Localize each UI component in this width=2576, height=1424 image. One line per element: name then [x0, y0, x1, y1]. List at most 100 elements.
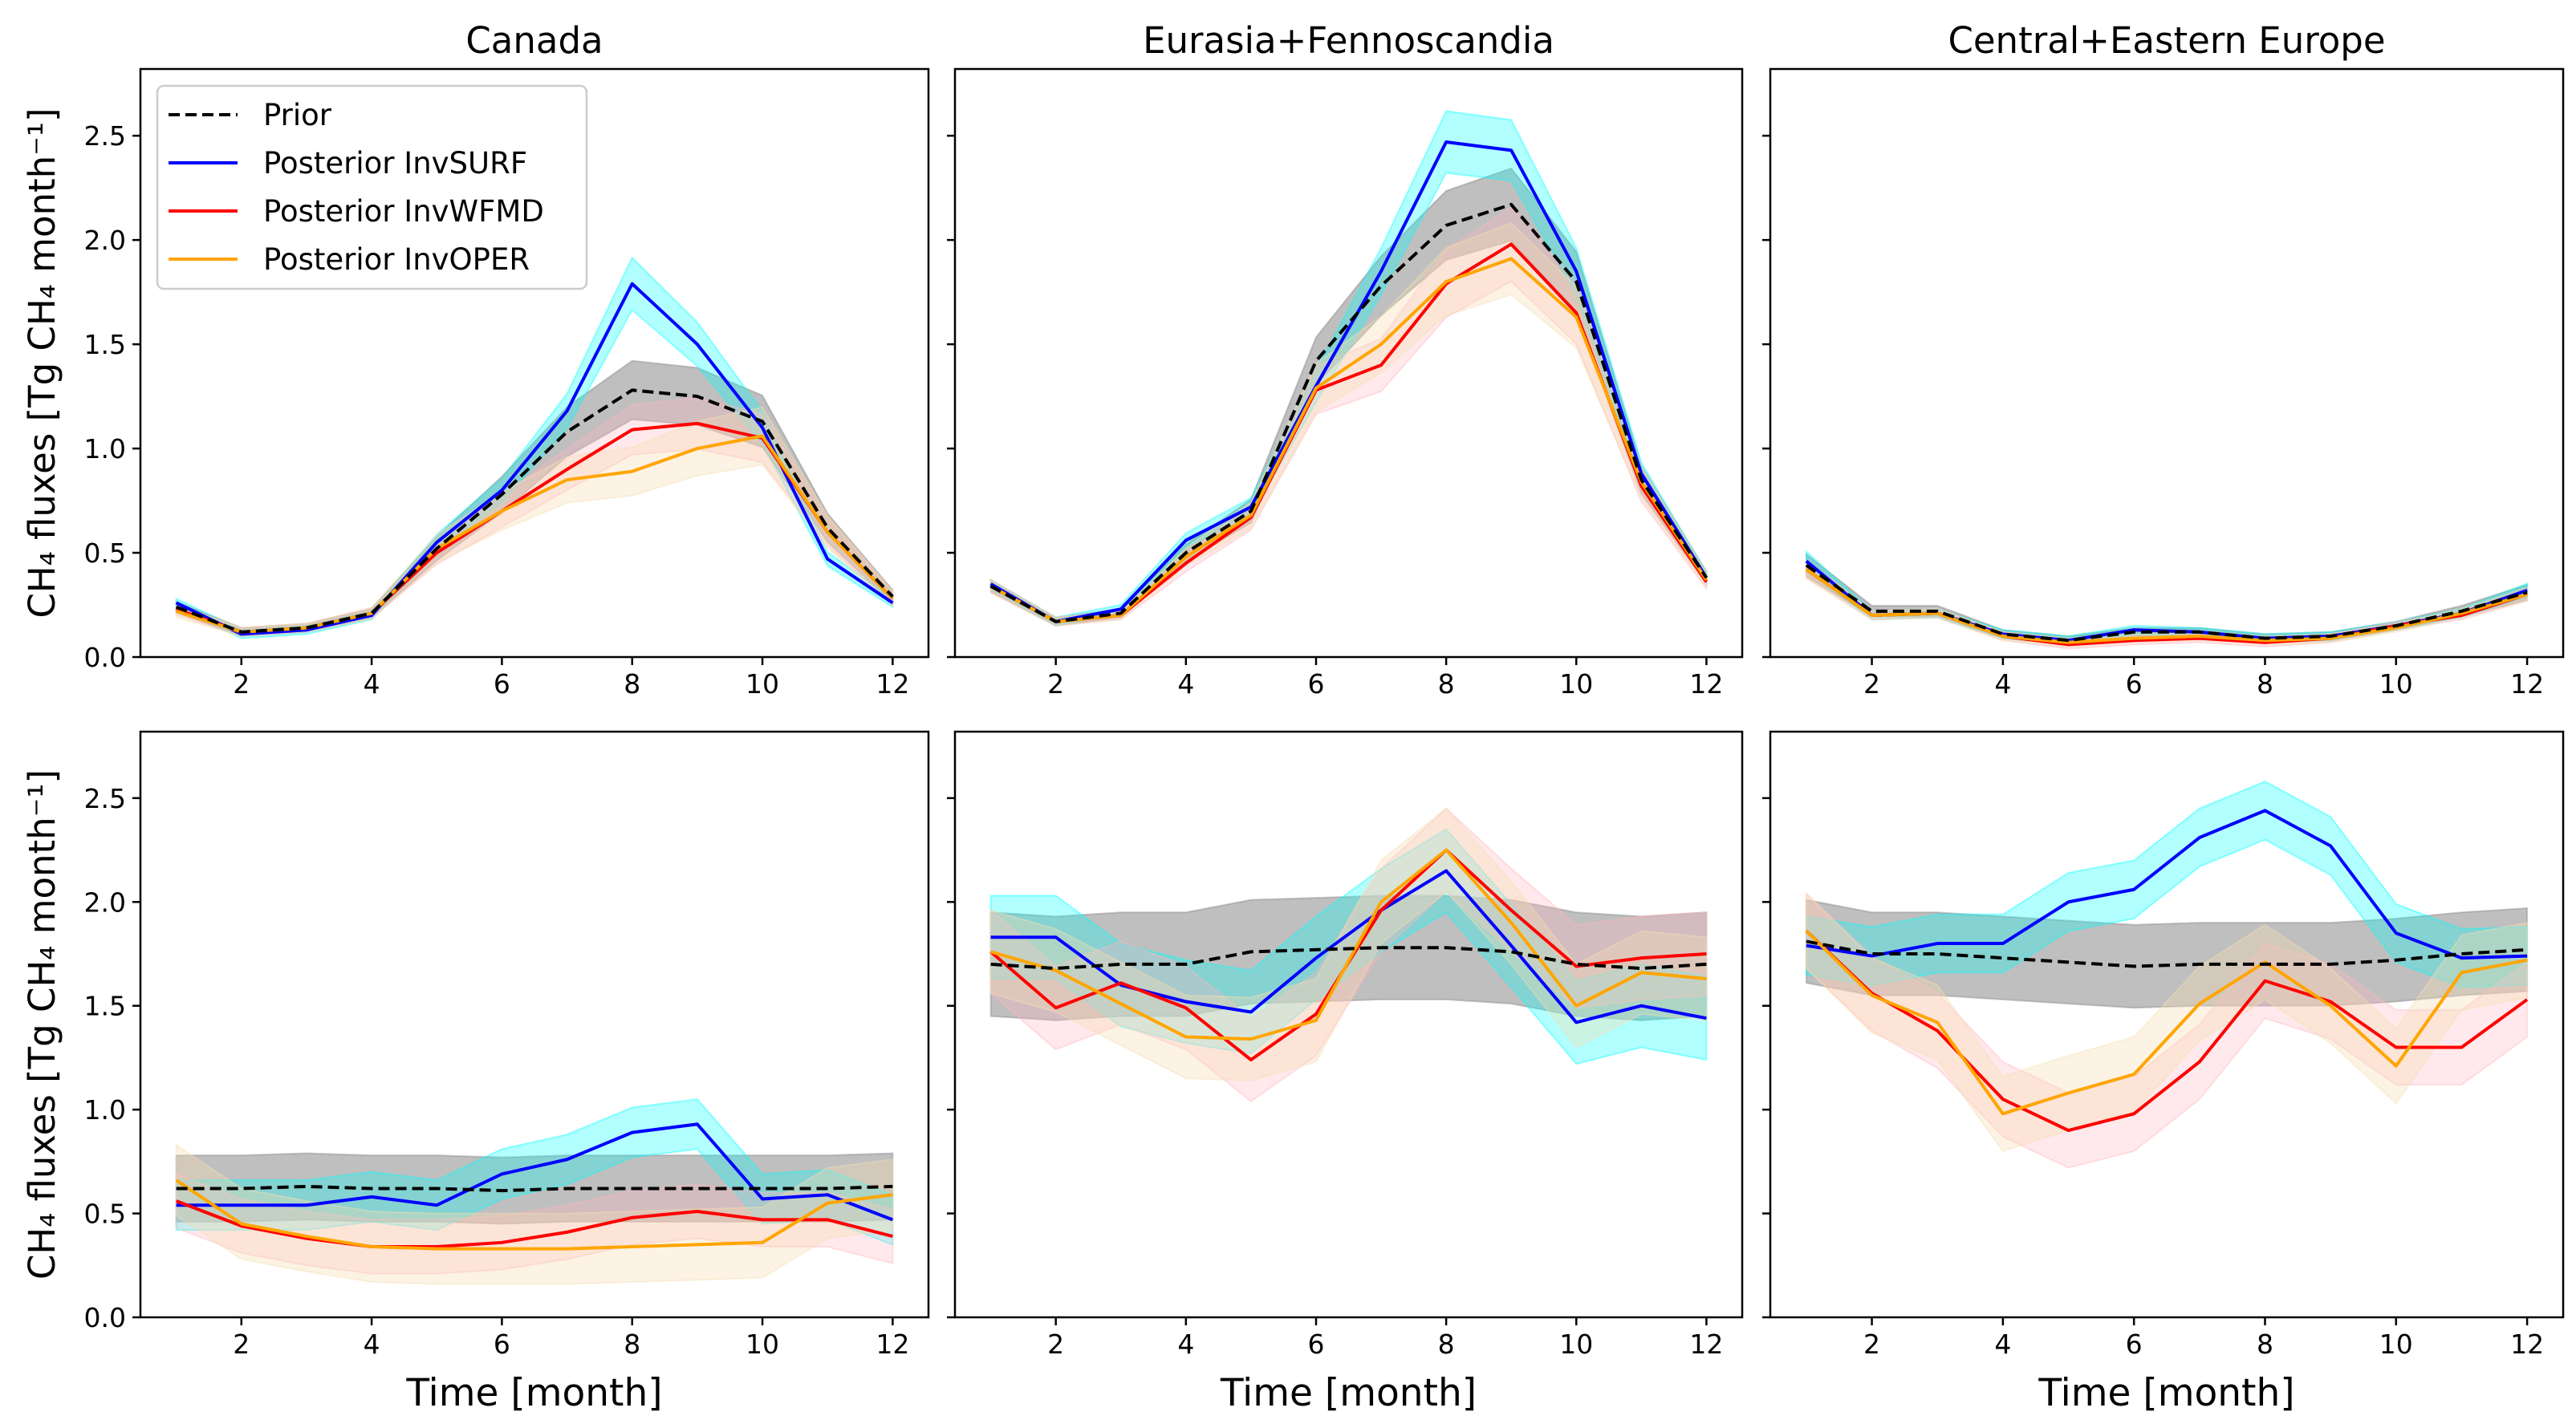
series-line-prior — [1806, 939, 2528, 968]
uncertainty-band-posterior-invoper — [175, 406, 894, 638]
y-tick-label: 1.5 — [84, 329, 126, 360]
x-tick-label: 10 — [2379, 668, 2413, 700]
series-line-posterior-invsurf — [989, 140, 1709, 623]
x-tick-label: 12 — [1689, 668, 1723, 700]
x-tick-label: 10 — [746, 1329, 779, 1360]
x-tick-label: 4 — [1994, 668, 2011, 700]
series-line-posterior-invoper — [1805, 930, 2528, 1116]
panel-row2-col1: 2 4 6 8 10 12 0.0 0.5 1.0 1.5 2.0 2.5 Time [month] CH… — [21, 730, 930, 1415]
panel-title: Canada — [465, 19, 603, 62]
uncertainty-band-posterior-invoper — [989, 221, 1708, 627]
x-tick-label: 4 — [1994, 1329, 2011, 1360]
uncertainty-band-posterior-invsurf — [989, 110, 1708, 627]
panel-row2-col2: 2 4 6 8 10 12 Time [month] — [947, 730, 1744, 1415]
uncertainty-band-posterior-invoper — [175, 1143, 894, 1285]
series-line-posterior-invoper — [990, 848, 1707, 1041]
x-tick-label: 12 — [876, 668, 909, 700]
legend: Prior Posterior InvSURF Posterior InvWFMD P… — [156, 84, 588, 290]
x-tick-label: 12 — [1689, 1329, 1723, 1360]
uncertainty-band-posterior-invwfmd — [989, 205, 1708, 627]
axes-frame — [139, 730, 930, 1319]
x-tick-label: 2 — [233, 1329, 250, 1360]
x-axis-label: Time [month] — [2038, 1371, 2294, 1415]
x-tick-label: 12 — [2510, 1329, 2544, 1360]
uncertainty-band-prior — [175, 359, 894, 638]
y-tick-label: 0.0 — [84, 1302, 126, 1333]
y-tick-label: 2.0 — [84, 886, 126, 918]
y-tick-label: 2.5 — [84, 783, 126, 814]
legend-box — [156, 84, 588, 290]
legend-label: Prior — [263, 98, 332, 132]
series-line-posterior-invoper — [175, 1179, 893, 1251]
uncertainty-band-prior — [989, 167, 1708, 627]
x-tick-label: 2 — [1047, 668, 1064, 700]
y-axis-label: CH₄ fluxes [Tg CH₄ month⁻¹] — [21, 769, 63, 1280]
axes-frame — [953, 730, 1744, 1319]
uncertainty-band-posterior-invoper — [989, 807, 1708, 1081]
panel-title: Central+Eastern Europe — [1948, 19, 2385, 62]
uncertainty-band-posterior-invoper — [1805, 891, 2529, 1153]
x-tick-label: 6 — [494, 1329, 510, 1360]
x-tick-label: 2 — [1863, 1329, 1880, 1360]
series-line-posterior-invwfmd — [175, 1199, 893, 1248]
x-tick-label: 8 — [2257, 1329, 2273, 1360]
x-tick-label: 4 — [1177, 1329, 1194, 1360]
x-tick-label: 10 — [1559, 1329, 1593, 1360]
x-tick-label: 8 — [1438, 1329, 1455, 1360]
series-line-posterior-invoper — [1805, 568, 2528, 644]
x-tick-label: 2 — [233, 668, 250, 700]
series-line-posterior-invoper — [989, 257, 1709, 623]
y-tick-label: 1.5 — [84, 991, 126, 1022]
panel-central-eastern-europe: 2 4 6 8 10 12 Central+Eastern Europe — [1762, 19, 2565, 700]
x-tick-label: 10 — [2379, 1329, 2413, 1360]
y-tick-label: 0.5 — [84, 538, 126, 569]
series-line-posterior-invsurf — [990, 869, 1707, 1024]
y-tick-label: 1.0 — [84, 1094, 126, 1126]
uncertainty-band-prior — [1805, 899, 2529, 1009]
panel-title: Eurasia+Fennoscandia — [1143, 19, 1554, 62]
x-tick-label: 10 — [1559, 668, 1593, 700]
legend-label: Posterior InvOPER — [263, 242, 530, 277]
uncertainty-band-posterior-invwfmd — [175, 1172, 894, 1275]
axes-frame — [1769, 67, 2565, 659]
uncertainty-band-posterior-invsurf — [1805, 550, 2529, 646]
panel-canada: 2 4 6 8 10 12 0.0 0.5 1.0 1.5 2.0 2.5 Canada CH₄ flux… — [21, 19, 930, 700]
x-tick-label: 8 — [2257, 668, 2273, 700]
x-tick-label: 6 — [1307, 668, 1324, 700]
x-tick-label: 12 — [876, 1329, 909, 1360]
series-line-posterior-invwfmd — [1805, 930, 2529, 1133]
panel-row2-col3: 2 4 6 8 10 12 Time [month] — [1762, 730, 2565, 1415]
legend-label: Posterior InvWFMD — [263, 194, 544, 229]
x-tick-label: 4 — [364, 1329, 380, 1360]
uncertainty-band-posterior-invsurf — [175, 1098, 894, 1246]
uncertainty-band-posterior-invsurf — [175, 256, 894, 639]
x-axis-label: Time [month] — [405, 1371, 662, 1415]
series-line-posterior-invsurf — [176, 1122, 894, 1222]
legend-label: Posterior InvSURF — [263, 146, 527, 181]
y-tick-label: 1.0 — [84, 433, 126, 465]
x-tick-label: 12 — [2510, 668, 2544, 700]
x-tick-label: 4 — [1177, 668, 1194, 700]
y-axis-label: CH₄ fluxes [Tg CH₄ month⁻¹] — [21, 108, 63, 618]
x-tick-label: 6 — [494, 668, 510, 700]
uncertainty-band-posterior-invsurf — [989, 828, 1708, 1065]
x-tick-label: 8 — [1438, 668, 1455, 700]
x-tick-label: 2 — [1863, 668, 1880, 700]
y-tick-label: 2.5 — [84, 120, 126, 152]
x-tick-label: 10 — [746, 668, 779, 700]
axes-frame — [139, 67, 930, 659]
x-tick-label: 6 — [2126, 668, 2143, 700]
series-line-prior — [176, 1184, 893, 1193]
series-line-prior — [990, 946, 1707, 971]
axes-frame — [953, 67, 1744, 659]
series-line-prior — [175, 388, 894, 634]
series-line-prior — [989, 202, 1709, 623]
x-tick-label: 8 — [624, 1329, 640, 1360]
x-axis-label: Time [month] — [1220, 1371, 1477, 1415]
x-tick-label: 8 — [624, 668, 640, 700]
uncertainty-band-posterior-invoper — [1805, 558, 2529, 648]
series-line-prior — [1805, 563, 2528, 643]
y-tick-label: 2.0 — [84, 225, 126, 256]
panel-eurasia-fennoscandia: 2 4 6 8 10 12 Eurasia+Fennoscandia — [947, 19, 1744, 700]
